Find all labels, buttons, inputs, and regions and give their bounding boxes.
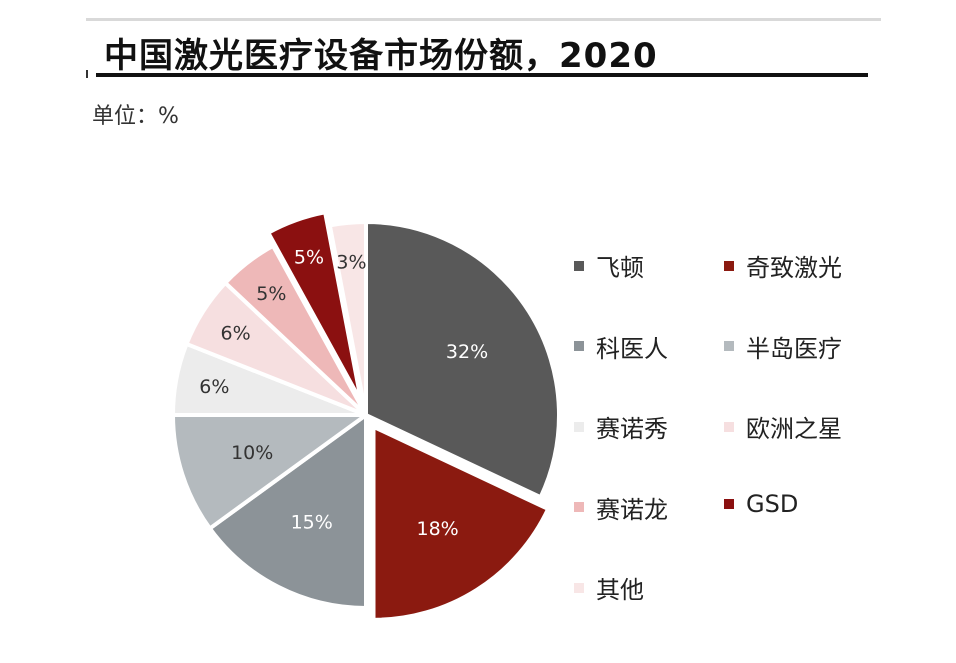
pie-data-label-1: 18%: [417, 518, 459, 540]
pie-slice-6: [223, 243, 368, 417]
pie-data-label-2: 15%: [291, 512, 333, 534]
chart-title: 中国激光医疗设备市场份额，2020: [104, 36, 658, 76]
legend-item-5: 欧洲之星: [724, 409, 842, 444]
legend-item-1: 奇致激光: [724, 248, 842, 283]
pie-data-label-4: 6%: [199, 376, 229, 398]
top-divider: [86, 18, 881, 21]
legend-swatch: [574, 502, 584, 512]
pie-data-label-6: 5%: [256, 283, 286, 305]
legend-swatch: [724, 421, 734, 432]
legend-item-6: 赛诺龙: [574, 490, 668, 525]
legend-item-4: 赛诺秀: [574, 409, 668, 444]
legend-swatch: [574, 582, 584, 593]
legend-label: 奇致激光: [746, 254, 842, 282]
legend-label: 赛诺秀: [596, 415, 668, 443]
pie-slice-8: [327, 220, 368, 417]
unit-label: 单位：%: [92, 104, 179, 129]
legend-swatch: [724, 341, 734, 351]
legend-label: 赛诺龙: [596, 495, 668, 524]
legend-swatch: [574, 421, 584, 432]
legend-swatch: [574, 260, 584, 271]
legend-item-0: 飞顿: [574, 248, 644, 283]
legend-label: 科医人: [596, 334, 668, 363]
pie-data-label-3: 10%: [231, 442, 273, 464]
legend-swatch: [574, 341, 584, 351]
legend-item-8: 其他: [574, 570, 644, 605]
legend-item-3: 半岛医疗: [724, 329, 842, 364]
legend-label: 飞顿: [596, 254, 644, 282]
legend-item-7: GSD: [724, 490, 798, 518]
legend-label: 半岛医疗: [746, 334, 842, 363]
legend-swatch: [724, 260, 734, 271]
pie-data-label-0: 32%: [446, 341, 488, 363]
left-tick-mark: [86, 70, 88, 78]
pie-data-label-5: 6%: [221, 322, 251, 344]
legend-label: GSD: [746, 489, 799, 518]
legend-label: 欧洲之星: [746, 415, 842, 443]
pie-data-label-8: 3%: [336, 251, 366, 273]
title-underline: [96, 73, 868, 77]
legend-label: 其他: [596, 576, 644, 604]
pie-slice-1: [371, 424, 551, 622]
legend-item-2: 科医人: [574, 329, 668, 364]
pie-slice-0: [364, 220, 561, 500]
legend-swatch: [724, 498, 734, 509]
pie-slice-7: [266, 210, 364, 404]
pie-slice-2: [207, 413, 368, 610]
pie-slice-3: [171, 413, 368, 531]
pie-data-label-7: 5%: [294, 247, 324, 269]
